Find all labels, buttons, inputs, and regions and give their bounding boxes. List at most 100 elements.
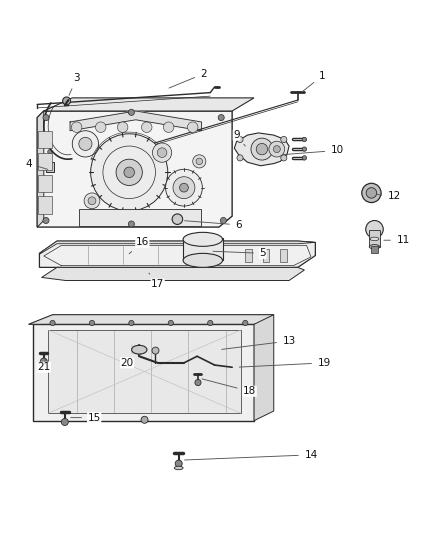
Circle shape: [95, 122, 106, 133]
Circle shape: [218, 115, 224, 120]
Circle shape: [281, 136, 287, 142]
Circle shape: [269, 141, 285, 157]
Circle shape: [166, 169, 202, 206]
Circle shape: [196, 158, 203, 165]
Polygon shape: [37, 111, 44, 227]
Polygon shape: [39, 241, 315, 254]
Text: 12: 12: [377, 191, 401, 201]
Circle shape: [152, 143, 172, 162]
Ellipse shape: [369, 245, 380, 249]
Circle shape: [163, 122, 174, 133]
Circle shape: [366, 221, 383, 238]
Circle shape: [129, 320, 134, 326]
Circle shape: [251, 138, 273, 160]
Circle shape: [243, 320, 248, 326]
Ellipse shape: [183, 253, 223, 268]
Circle shape: [172, 214, 183, 224]
Ellipse shape: [174, 466, 183, 470]
Circle shape: [302, 138, 307, 142]
Circle shape: [195, 379, 201, 386]
Bar: [79, 209, 201, 226]
Text: 9: 9: [233, 130, 245, 146]
Circle shape: [193, 155, 206, 168]
Bar: [38, 174, 52, 192]
Polygon shape: [263, 249, 269, 262]
Bar: [38, 152, 52, 170]
Circle shape: [48, 150, 52, 154]
Polygon shape: [254, 314, 274, 421]
Circle shape: [173, 177, 195, 199]
Polygon shape: [33, 324, 254, 421]
Circle shape: [237, 136, 243, 142]
Circle shape: [117, 122, 128, 133]
Text: 20: 20: [120, 353, 142, 368]
Circle shape: [116, 159, 142, 185]
Text: 14: 14: [184, 450, 318, 460]
Text: 6: 6: [184, 220, 242, 230]
Circle shape: [61, 418, 68, 425]
Bar: [38, 131, 52, 148]
Circle shape: [302, 147, 307, 151]
Text: 17: 17: [149, 273, 164, 289]
Circle shape: [273, 146, 280, 152]
Polygon shape: [234, 133, 289, 166]
Text: 16: 16: [129, 237, 149, 254]
Text: 5: 5: [213, 248, 266, 259]
Circle shape: [180, 183, 188, 192]
Text: 18: 18: [202, 379, 256, 397]
Circle shape: [50, 320, 55, 326]
Polygon shape: [37, 111, 232, 227]
Circle shape: [128, 109, 134, 115]
Polygon shape: [44, 98, 254, 111]
Text: 11: 11: [384, 235, 410, 245]
Bar: [46, 162, 54, 172]
Text: 21: 21: [37, 359, 50, 372]
Bar: [371, 246, 378, 253]
Circle shape: [128, 221, 134, 227]
Polygon shape: [280, 249, 287, 262]
Circle shape: [91, 134, 168, 211]
Circle shape: [187, 122, 198, 133]
Circle shape: [71, 122, 82, 133]
Bar: [369, 230, 380, 247]
Text: 10: 10: [283, 146, 344, 156]
Circle shape: [168, 320, 173, 326]
Circle shape: [72, 131, 99, 157]
Circle shape: [141, 416, 148, 423]
Ellipse shape: [183, 232, 223, 246]
Circle shape: [175, 460, 182, 467]
Polygon shape: [28, 314, 274, 324]
Polygon shape: [39, 241, 315, 268]
Polygon shape: [44, 246, 311, 265]
Circle shape: [63, 97, 71, 105]
Circle shape: [208, 320, 213, 326]
Circle shape: [40, 358, 47, 365]
Circle shape: [141, 122, 152, 133]
Text: 2: 2: [169, 69, 207, 88]
Text: 15: 15: [71, 413, 101, 423]
Circle shape: [89, 320, 95, 326]
Text: 3: 3: [69, 73, 80, 95]
Circle shape: [366, 188, 377, 198]
Text: 13: 13: [222, 336, 296, 349]
Polygon shape: [70, 111, 201, 131]
Text: 19: 19: [239, 358, 331, 368]
Circle shape: [152, 347, 159, 354]
Circle shape: [43, 217, 49, 223]
Ellipse shape: [370, 237, 379, 241]
Bar: [38, 197, 52, 214]
Polygon shape: [48, 330, 241, 413]
Circle shape: [124, 167, 134, 177]
Circle shape: [362, 183, 381, 203]
Circle shape: [157, 148, 167, 157]
Polygon shape: [42, 268, 304, 280]
Circle shape: [256, 143, 268, 155]
Circle shape: [281, 155, 287, 161]
Text: 4: 4: [25, 159, 48, 169]
Circle shape: [88, 197, 96, 205]
Circle shape: [302, 156, 307, 160]
Polygon shape: [245, 249, 252, 262]
Circle shape: [220, 217, 226, 223]
Circle shape: [43, 115, 49, 120]
Circle shape: [237, 155, 243, 161]
